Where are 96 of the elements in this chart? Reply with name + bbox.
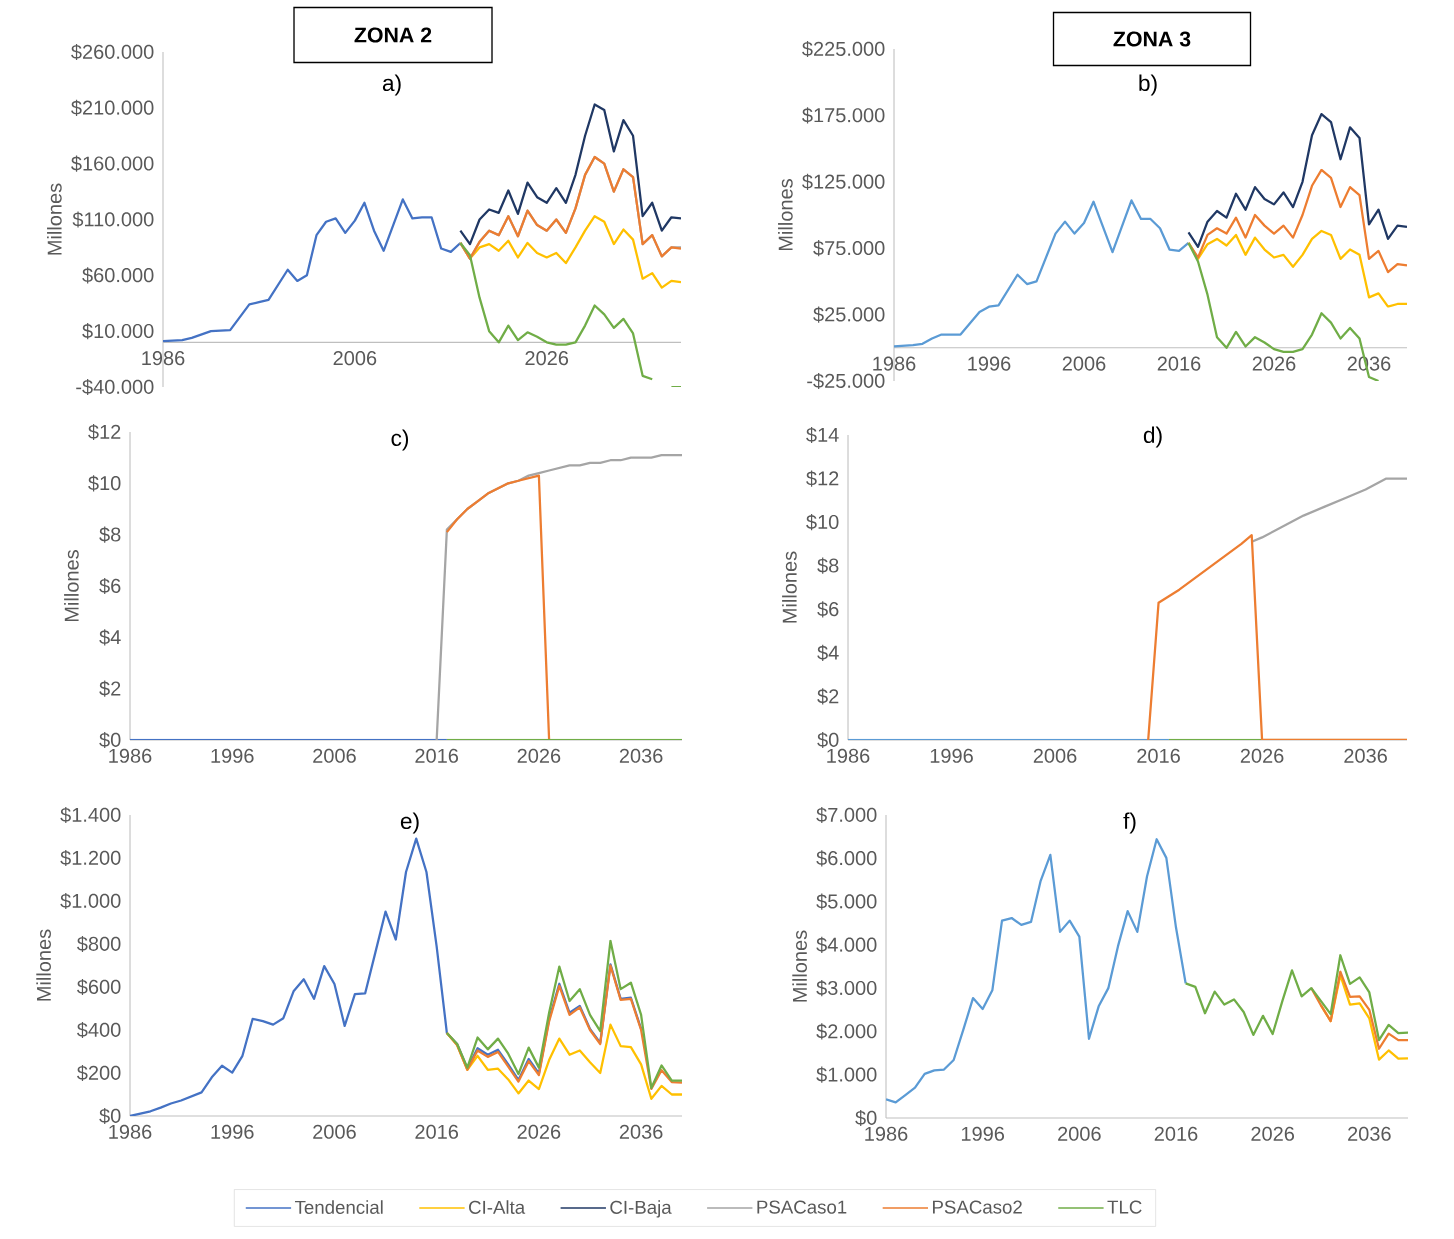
chart-title: f) — [1123, 812, 1136, 834]
y-tick-label: $0 — [99, 1107, 121, 1125]
x-tick-label: 2026 — [517, 1124, 561, 1139]
y-tick-label: $0 — [817, 731, 839, 749]
y-tick-label: $800 — [77, 935, 121, 953]
y-axis-title: Millones — [782, 551, 797, 623]
y-tick-label: $2.000 — [816, 1023, 877, 1040]
x-tick-label: 2036 — [1344, 748, 1387, 763]
y-tick-label: $4 — [817, 644, 839, 661]
y-tick-label: $210.000 — [71, 99, 154, 116]
y-tick-label: $0 — [99, 731, 121, 749]
x-tick-label: 2006 — [313, 748, 356, 763]
y-tick-label: $4.000 — [816, 936, 877, 953]
chart-title: c) — [391, 429, 409, 451]
y-tick-label: $4 — [99, 629, 121, 646]
x-tick-label: 2016 — [1157, 356, 1201, 371]
text: a) — [382, 74, 401, 96]
y-axis-title: Millones — [64, 550, 79, 622]
x-tick-label: 1986 — [142, 351, 185, 366]
y-axis-title: Millones — [36, 929, 51, 1001]
y-tick-label: $12 — [806, 470, 839, 487]
y-tick-label: $10 — [88, 475, 121, 492]
x-tick-label: 2016 — [415, 748, 459, 763]
x-tick-label: 2006 — [1033, 748, 1077, 763]
y-tick-label: $125.000 — [802, 173, 885, 190]
chart-title: ZONA 2 — [354, 27, 432, 43]
x-tick-label: 2016 — [1154, 1126, 1198, 1141]
legend-label: PSACaso1 — [757, 1200, 847, 1214]
y-tick-label: $25.000 — [813, 306, 885, 323]
y-tick-label: $75.000 — [813, 240, 885, 257]
y-tick-label: $10 — [806, 514, 839, 531]
y-tick-label: $260.000 — [71, 43, 154, 61]
y-tick-label: $1.200 — [60, 849, 121, 867]
x-tick-label: 2026 — [1252, 356, 1296, 371]
x-tick-label: 1996 — [211, 1124, 254, 1139]
y-tick-label: $175.000 — [802, 107, 885, 124]
y-tick-label: $8 — [99, 526, 121, 543]
legend-label: TLC — [1107, 1200, 1142, 1214]
x-tick-label: 2026 — [517, 748, 561, 763]
y-tick-label: $600 — [77, 978, 121, 996]
text: b) — [1139, 74, 1157, 96]
x-tick-label: 1996 — [930, 748, 973, 763]
x-tick-label: 2036 — [619, 748, 663, 763]
y-tick-label: $6.000 — [816, 850, 877, 867]
y-tick-label: $10.000 — [82, 323, 154, 340]
x-tick-label: 2026 — [1240, 748, 1284, 763]
y-tick-label: $2 — [817, 688, 839, 705]
y-tick-label: $200 — [77, 1064, 121, 1082]
x-tick-label: 2006 — [1062, 356, 1106, 371]
y-tick-label: $1.000 — [816, 1066, 877, 1083]
x-tick-label: 1996 — [211, 748, 254, 763]
x-tick-label: 2006 — [1058, 1126, 1101, 1141]
y-tick-label: $3.000 — [816, 980, 877, 997]
x-tick-label: 2036 — [619, 1124, 663, 1139]
x-tick-label: 2006 — [333, 351, 377, 366]
y-tick-label: $12 — [88, 423, 121, 441]
y-tick-label: $1.400 — [60, 806, 121, 824]
x-tick-label: 2026 — [525, 351, 569, 366]
x-tick-label: 1986 — [827, 748, 870, 763]
x-tick-label: 1996 — [968, 356, 1011, 371]
y-tick-label: $0 — [855, 1109, 877, 1127]
x-tick-label: 1996 — [961, 1126, 1005, 1141]
chart-title: d) — [1143, 426, 1162, 448]
y-axis-title: Millones — [792, 930, 807, 1002]
y-tick-label: $1.000 — [60, 892, 121, 910]
y-tick-label: $8 — [817, 557, 839, 574]
chart-title: e) — [400, 812, 419, 834]
legend-label: CI-Baja — [610, 1200, 672, 1218]
y-tick-label: $225.000 — [802, 40, 885, 58]
y-tick-label: -$25.000 — [807, 372, 885, 390]
x-tick-label: 1986 — [865, 1126, 908, 1141]
y-tick-label: $5.000 — [816, 893, 877, 910]
y-tick-label: $60.000 — [82, 267, 154, 284]
y-tick-label: $160.000 — [71, 155, 154, 172]
chart-title: ZONA 3 — [1113, 31, 1191, 47]
y-tick-label: $7.000 — [816, 806, 877, 824]
x-tick-label: 2006 — [313, 1124, 356, 1139]
x-tick-label: 1986 — [109, 748, 152, 763]
legend-label: CI-Alta — [469, 1200, 526, 1214]
legend-label: PSACaso2 — [933, 1200, 1022, 1214]
y-tick-label: -$40.000 — [76, 378, 154, 396]
y-tick-label: $14 — [806, 426, 839, 444]
y-tick-label: $2 — [99, 680, 121, 697]
x-tick-label: 2036 — [1348, 1126, 1391, 1141]
x-tick-label: 1986 — [109, 1124, 152, 1139]
y-axis-title: Millones — [47, 183, 62, 255]
x-tick-label: 2016 — [415, 1124, 459, 1139]
y-tick-label: $6 — [99, 577, 121, 595]
x-tick-label: 2016 — [1137, 748, 1180, 763]
legend-label: Tendencial — [294, 1200, 383, 1214]
y-tick-label: $6 — [817, 601, 839, 618]
y-tick-label: $110.000 — [72, 211, 154, 228]
y-tick-label: $400 — [77, 1021, 121, 1039]
x-tick-label: 2026 — [1251, 1126, 1295, 1141]
y-axis-title: Millones — [778, 179, 793, 251]
x-tick-label: 1986 — [873, 356, 916, 371]
